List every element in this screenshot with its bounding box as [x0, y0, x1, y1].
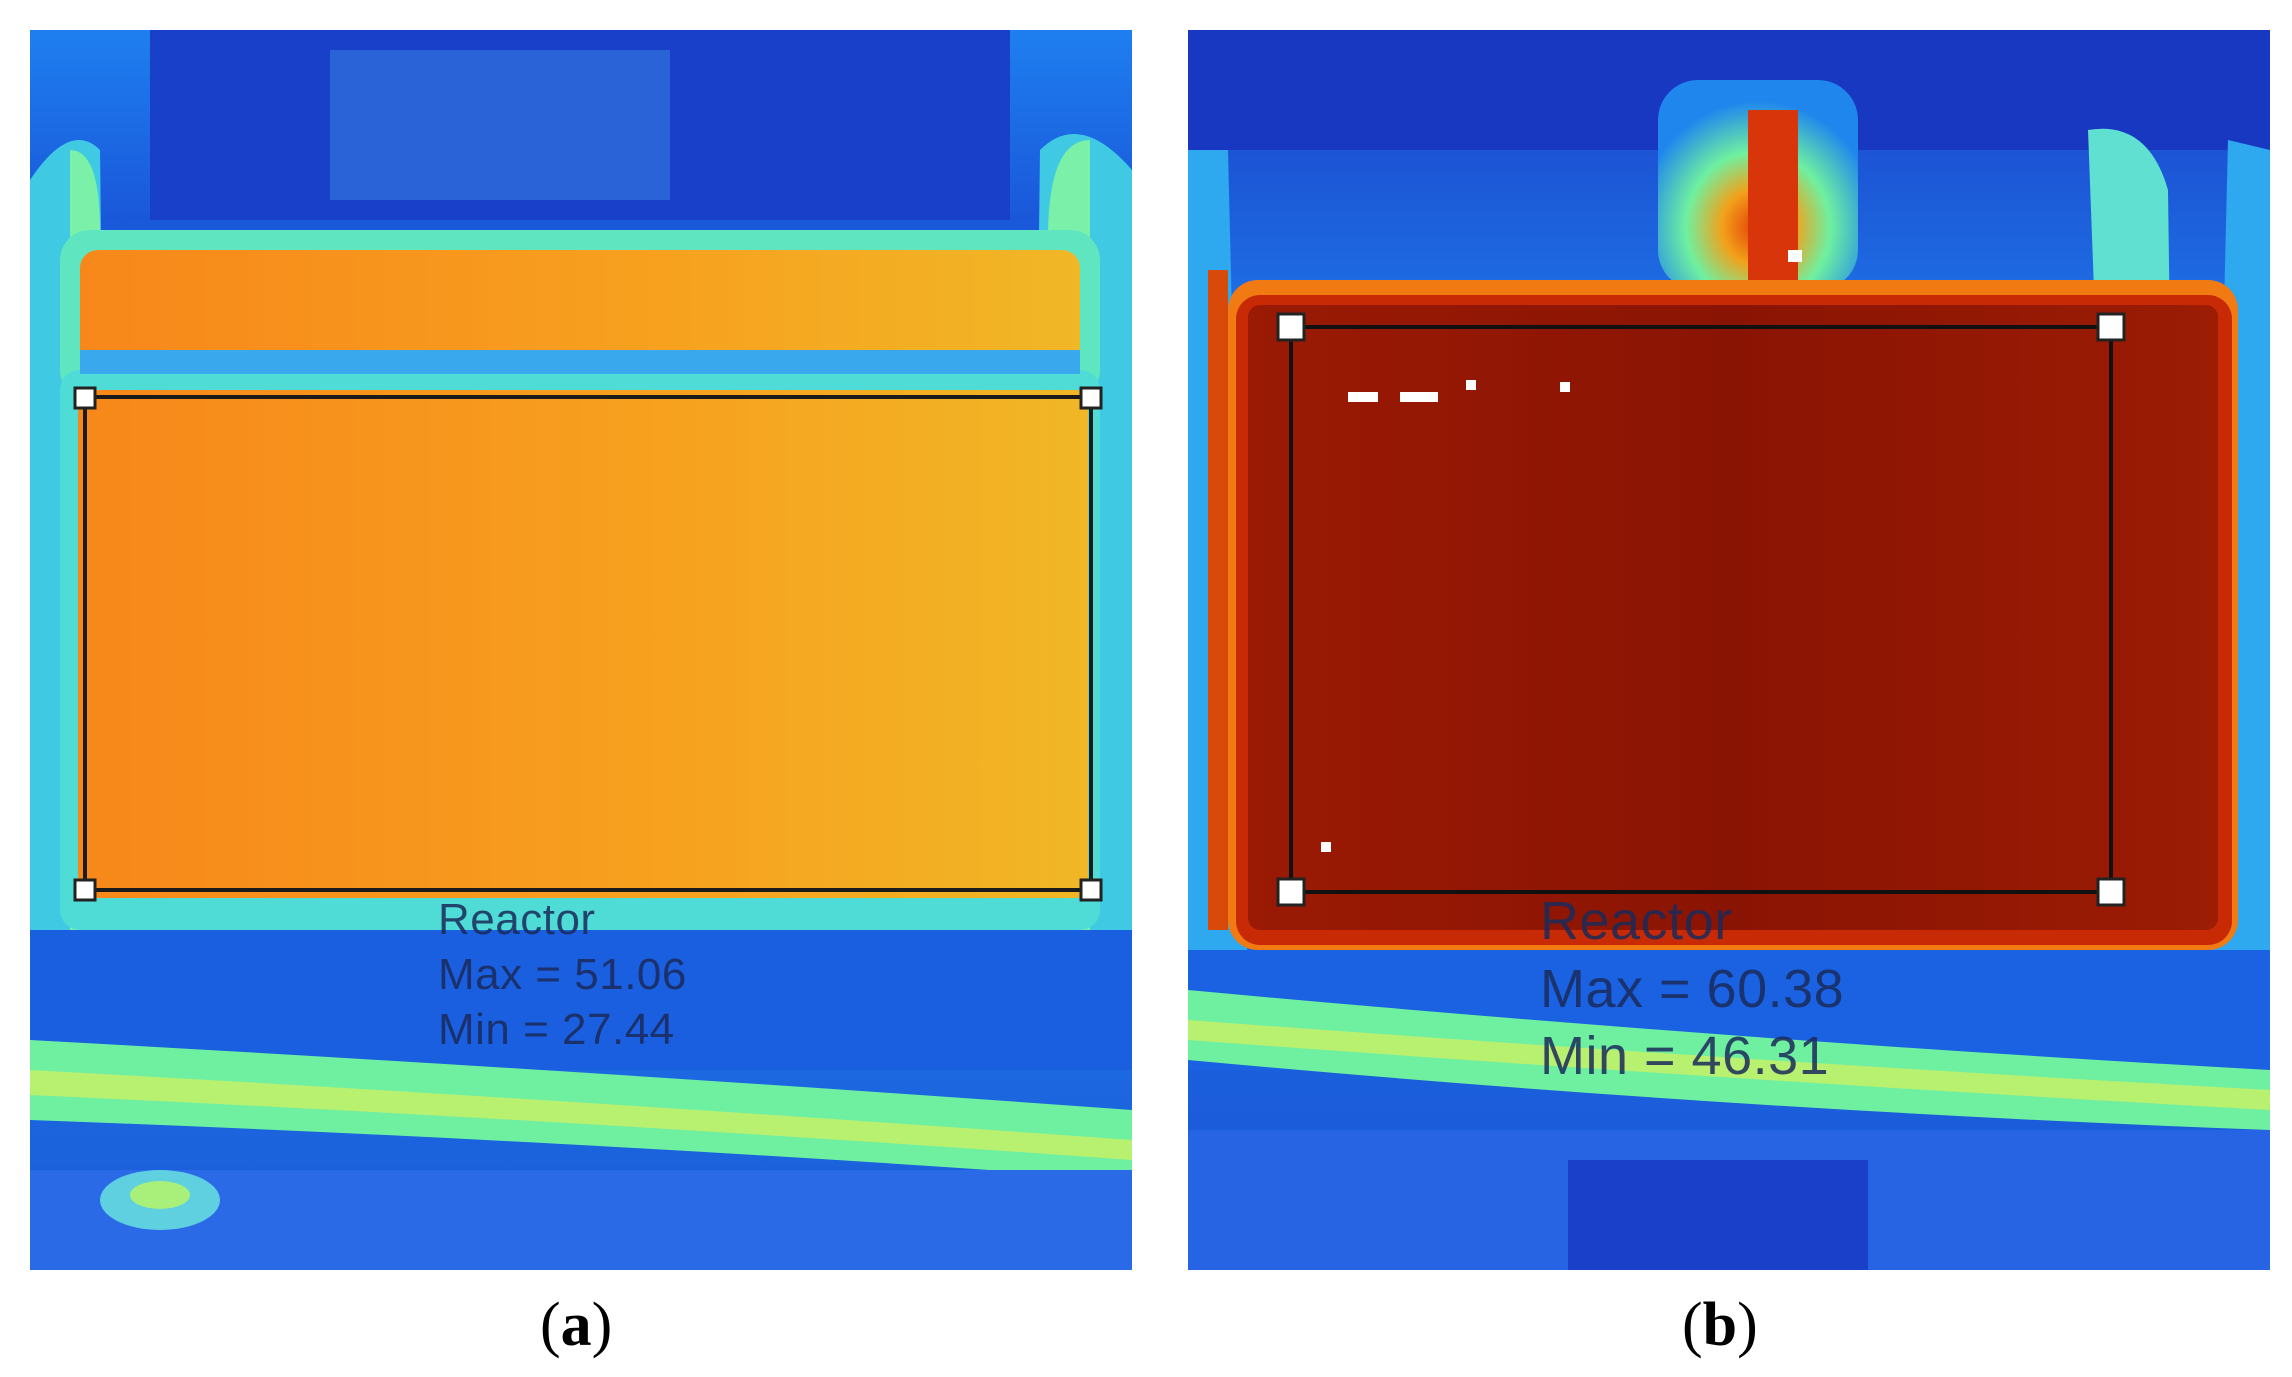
roi-name: Reactor: [1540, 891, 1733, 951]
roi-name: Reactor: [438, 895, 596, 944]
thermal-scene-a: [30, 30, 1132, 1270]
caption-a: (a): [540, 1291, 613, 1359]
roi-max: Max = 60.38: [1540, 958, 1845, 1019]
roi-min: Min = 46.31: [1540, 1026, 1830, 1086]
thermal-image-a: Reactor Max = 51.06 Min = 27.44: [30, 30, 1132, 1270]
caption-letter: a: [560, 1291, 592, 1359]
caption-b: (b): [1682, 1291, 1758, 1359]
thermal-image-b: Reactor Max = 60.38 Min = 46.31: [1188, 30, 2270, 1270]
roi-label-a: Reactor Max = 51.06 Min = 27.44: [438, 892, 687, 1057]
roi-min: Min = 27.44: [438, 1005, 675, 1054]
roi-label-b: Reactor Max = 60.38 Min = 46.31: [1540, 888, 1844, 1091]
roi-max: Max = 51.06: [438, 950, 687, 999]
thermal-scene-b: [1188, 30, 2270, 1270]
caption-letter: b: [1702, 1291, 1738, 1359]
